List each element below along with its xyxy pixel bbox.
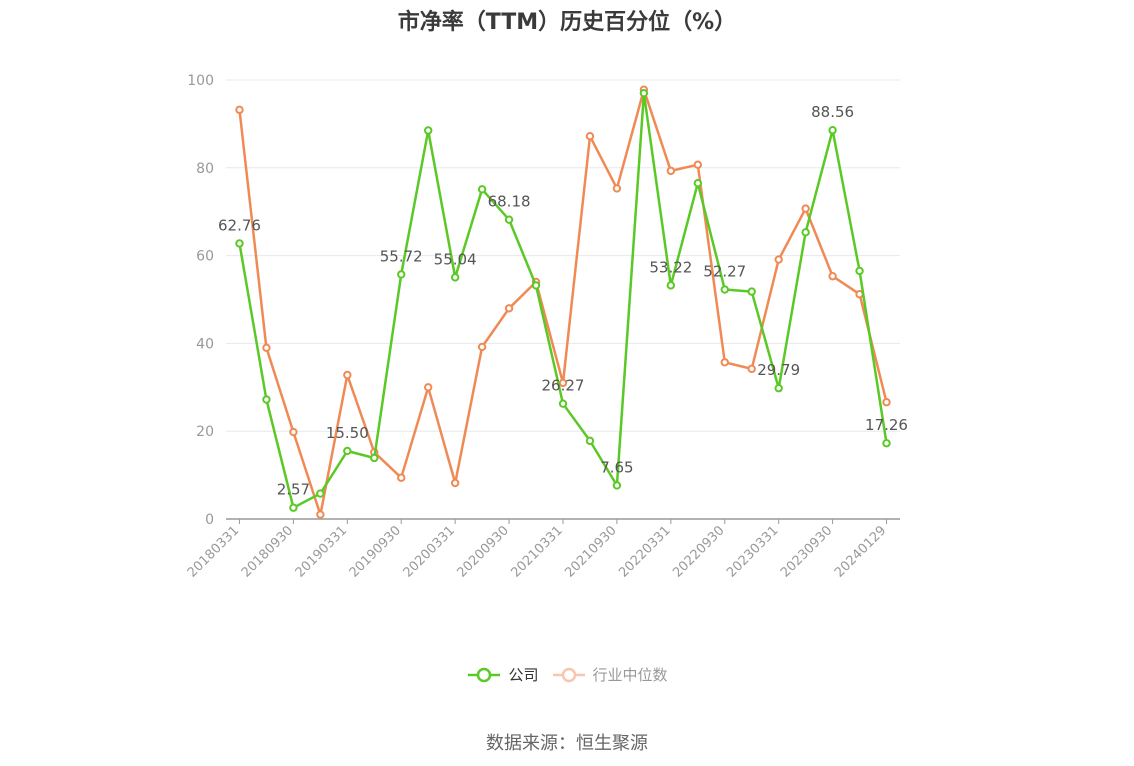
x-tick-label: 20180930 [239,523,296,580]
legend-company-swatch-icon [468,667,501,682]
data-label: 2.57 [277,481,310,499]
data-label: 52.27 [703,263,746,281]
y-tick-label: 100 [187,73,214,89]
x-tick-label: 20220930 [670,523,727,580]
legend-label-industry-median: 行业中位数 [592,666,668,684]
data-label: 17.26 [865,416,908,434]
data-point [450,478,460,488]
data-point [262,395,271,404]
data-point [424,383,433,392]
series-line [238,88,888,516]
data-point [531,281,541,290]
x-tick-label: 20200930 [455,523,512,580]
data-point [504,215,514,224]
data-point [801,228,810,237]
data-label: 53.22 [649,258,692,276]
x-tick-label: 20230930 [778,523,835,580]
data-point [343,446,352,456]
data-point [558,378,568,388]
series-industry-median [235,85,891,519]
data-point [747,287,756,296]
data-point [693,178,702,188]
grid-layer [226,79,900,432]
data-point [343,370,352,380]
data-point [612,184,622,193]
data-point [720,358,729,367]
data-point [666,281,676,290]
data-point [477,185,487,194]
legend-item-company[interactable]: 公司 [466,664,539,685]
data-point [316,489,325,498]
line-chart: 0 20 40 60 80 100 2018033120180930201903312019… [185,73,908,581]
source-note: 数据来源：恒生聚源 [486,733,648,754]
legend-industry-swatch-icon [552,667,585,682]
data-point [774,384,783,393]
data-label: 62.76 [218,216,261,234]
data-point [289,427,298,437]
x-tick-label: 20210930 [562,523,619,580]
data-point [612,481,622,490]
data-point [828,272,837,281]
data-point [289,503,298,512]
data-point [370,453,379,463]
x-tick-label: 20230331 [724,523,781,580]
data-point [882,398,891,407]
data-point [639,88,649,98]
data-point [558,399,568,408]
data-point [720,285,729,294]
x-tick-label: 20240129 [832,523,889,580]
data-point [504,304,514,313]
data-point [666,166,676,176]
x-tick-label: 20190930 [347,523,404,580]
data-point [747,364,756,374]
x-tick-label: 20220331 [616,523,673,580]
y-tick-label: 0 [205,512,214,528]
data-label: 7.65 [600,458,633,476]
data-point [397,473,406,482]
data-label: 68.18 [488,193,531,211]
data-point [424,126,433,135]
data-label: 55.72 [380,247,423,265]
series-layer [235,85,891,519]
series-line [238,91,888,509]
x-tick-label: 20210331 [508,523,565,580]
data-point [235,105,244,115]
legend-label-company: 公司 [508,666,539,684]
data-point [397,270,406,279]
data-label: 55.04 [434,250,477,268]
y-tick-label: 80 [196,161,214,177]
data-point [828,126,837,135]
data-point [585,131,595,141]
data-label: 26.27 [542,377,585,395]
data-point [585,436,595,446]
legend-item-industry-median[interactable]: 行业中位数 [551,664,668,685]
data-point [774,255,783,264]
data-point [693,160,702,169]
x-tick-label: 20190331 [293,523,350,580]
legend: 公司 行业中位数 [0,664,1134,685]
data-label: 15.50 [326,424,369,442]
data-point [450,273,460,282]
data-point [316,510,325,519]
data-point [262,343,271,352]
y-tick-label: 20 [196,424,214,440]
label-layer: 62.76 2.57 15.50 55.72 55.04 68.18 26.27 7.65 53… [218,103,908,498]
data-label: 88.56 [811,103,854,121]
data-label: 29.79 [757,361,800,379]
data-point [801,204,810,213]
series-company [235,88,891,512]
data-point [882,439,891,448]
data-point [235,239,244,248]
y-tick-label: 40 [196,336,214,352]
x-tick-label: 20200331 [401,523,458,580]
data-point [477,342,487,352]
x-tick-label: 20180331 [185,523,242,580]
data-point [855,266,864,276]
chart-title: 市净率（TTM）历史百分位（%） [397,10,737,35]
y-tick-label: 60 [196,249,214,265]
